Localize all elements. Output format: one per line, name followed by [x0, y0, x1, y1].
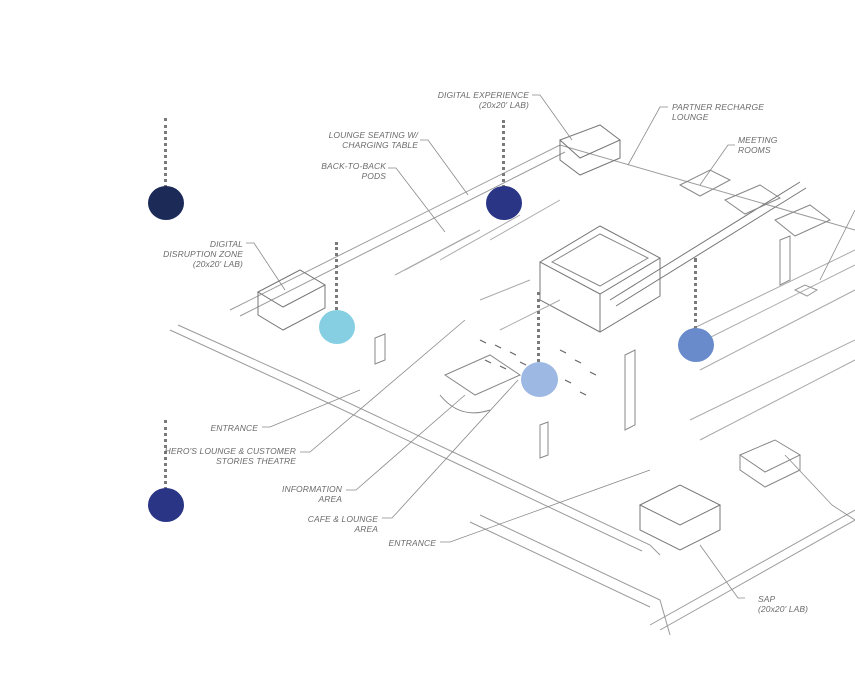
- marker-dot: [319, 310, 355, 344]
- marker-stem: [502, 120, 508, 188]
- marker-dot: [521, 362, 558, 397]
- label-entrance-bottom: ENTRANCE: [388, 538, 436, 548]
- experience-booth: [559, 124, 621, 176]
- label-partner-recharge-lounge: PARTNER RECHARGE LOUNGE: [672, 102, 764, 122]
- marker-stem: [335, 242, 341, 310]
- label-back-to-back-pods: BACK-TO-BACK PODS: [321, 161, 386, 181]
- disruption-booth: [256, 269, 327, 331]
- sap-booth: [638, 484, 722, 551]
- marker-dot: [148, 186, 184, 220]
- marker-dot: [148, 488, 184, 522]
- hall-outline-lower: [469, 514, 671, 636]
- marker-stem: [164, 118, 170, 188]
- column: [374, 235, 791, 459]
- central-pavilion: [538, 225, 662, 333]
- label-sap-lab: SAP (20x20' LAB): [758, 594, 809, 614]
- theatre-area: [439, 354, 522, 414]
- marker-stem: [537, 292, 543, 362]
- label-cafe-lounge-area: CAFE & LOUNGE AREA: [307, 514, 378, 534]
- label-information-area: INFORMATION AREA: [282, 484, 342, 504]
- label-meeting-rooms: MEETING ROOMS: [738, 135, 778, 155]
- hall-outline: [169, 324, 661, 556]
- label-digital-experience: DIGITAL EXPERIENCE (20x20' LAB): [437, 90, 529, 110]
- leader-lines: [246, 94, 855, 599]
- marker-dot: [486, 186, 522, 220]
- label-digital-disruption-zone: DIGITAL DISRUPTION ZONE (20x20' LAB): [163, 239, 243, 269]
- hall-outline-right: [649, 509, 855, 631]
- meeting-rooms: [678, 169, 831, 237]
- pods-cluster: [394, 199, 561, 331]
- cafe-seating: [479, 339, 597, 396]
- marker-stem: [164, 420, 170, 490]
- marker-dot: [678, 328, 714, 362]
- marker-stem: [694, 258, 700, 330]
- label-heros-lounge: HERO'S LOUNGE & CUSTOMER STORIES THEATRE: [164, 446, 296, 466]
- walkway: [609, 181, 807, 307]
- label-lounge-seating: LOUNGE SEATING W/CHARGING TABLE: [328, 130, 418, 150]
- label-entrance-left: ENTRANCE: [210, 423, 258, 433]
